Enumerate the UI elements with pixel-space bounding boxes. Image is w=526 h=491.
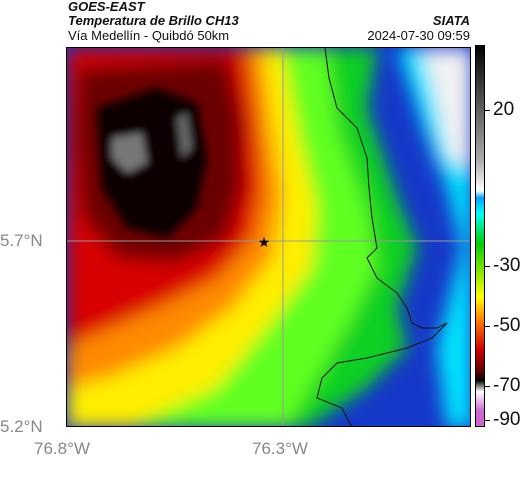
- brightness-temperature-field: ★: [67, 48, 470, 426]
- lat-label: 5.2°N: [0, 417, 43, 436]
- colorbar-tick: [485, 386, 490, 387]
- colorbar-tick: [485, 110, 490, 111]
- warm-clear-region: [422, 48, 470, 168]
- colorbar-label: 20: [493, 99, 515, 120]
- colorbar-tick: [485, 266, 490, 267]
- satellite-map: ★: [66, 47, 471, 427]
- colorbar-label: -30: [493, 255, 521, 276]
- star-icon: ★: [258, 235, 271, 251]
- lon-label: 76.3°W: [252, 439, 308, 458]
- organization-name: SIATA: [432, 13, 470, 28]
- colorbar-tick: [485, 326, 490, 327]
- colorbar: [475, 45, 485, 427]
- lon-label: 76.8°W: [34, 439, 90, 458]
- lat-label: 5.7°N: [0, 231, 43, 250]
- colorbar-label: -90: [493, 409, 521, 430]
- satellite-name: GOES-EAST: [68, 0, 145, 14]
- colorbar-tick: [485, 420, 490, 421]
- colorbar-label: -50: [493, 315, 521, 336]
- timestamp: 2024-07-30 09:59: [367, 28, 470, 43]
- boundary-line: [316, 48, 448, 426]
- coldest-gray-core: [112, 133, 147, 173]
- coldest-gray-core-2: [177, 113, 192, 158]
- product-title: Temperatura de Brillo CH13: [68, 13, 239, 28]
- location-subtitle: Vía Medellín - Quibdó 50km: [68, 28, 230, 43]
- colorbar-label: -70: [493, 375, 521, 396]
